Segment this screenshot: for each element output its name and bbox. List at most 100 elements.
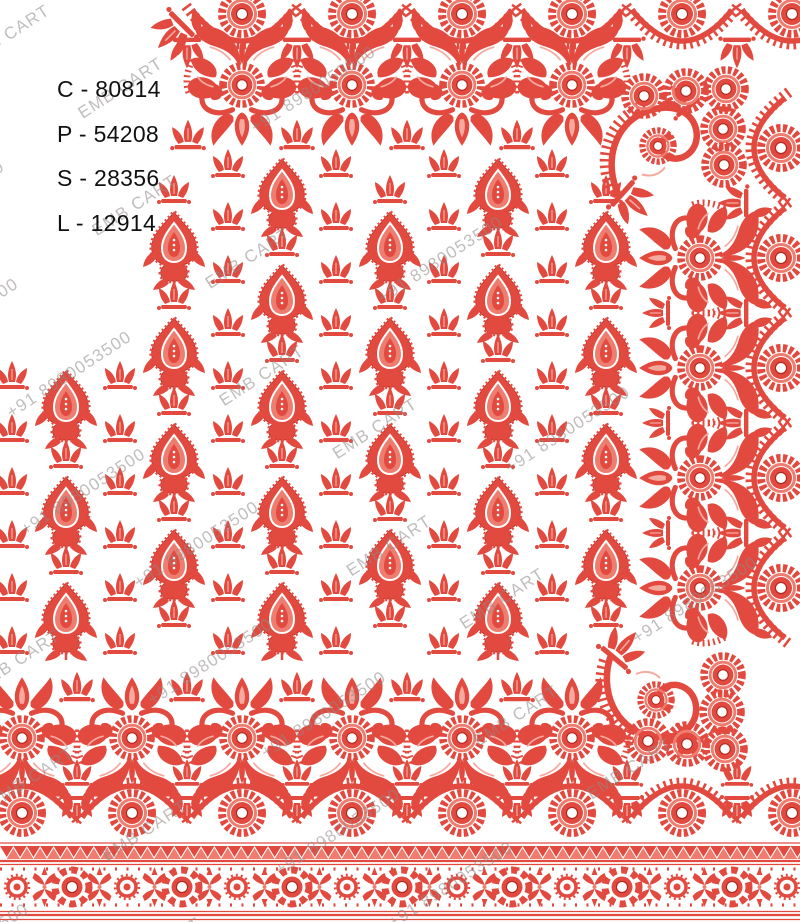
crown-motif bbox=[102, 625, 138, 656]
crown-motif bbox=[210, 625, 246, 656]
border-sprig bbox=[641, 405, 672, 441]
stitch-stat-line: S - 28356 bbox=[57, 165, 160, 191]
strip-ring-flower bbox=[553, 873, 581, 901]
paisley-motif bbox=[359, 212, 421, 290]
crown-motif bbox=[318, 519, 354, 550]
crown-motif bbox=[534, 360, 570, 391]
paisley-motif bbox=[467, 159, 529, 237]
damask-motif bbox=[77, 677, 187, 810]
paisley-motif bbox=[251, 583, 313, 661]
strip-ring-flower bbox=[773, 873, 800, 901]
rosette-motif bbox=[761, 568, 800, 608]
strip-leaf-ornament bbox=[472, 867, 497, 907]
rosette-motif bbox=[761, 128, 800, 168]
crown-motif bbox=[168, 671, 206, 703]
crown-motif bbox=[534, 625, 570, 656]
crown-motif bbox=[102, 572, 138, 603]
crown-motif bbox=[534, 201, 570, 232]
strip-flower bbox=[605, 870, 639, 904]
crown-motif bbox=[210, 254, 246, 285]
damask-motif bbox=[407, 13, 517, 146]
rosette-motif bbox=[442, 793, 482, 833]
crown-motif bbox=[318, 466, 354, 497]
rosette-motif bbox=[704, 656, 742, 694]
lace-arc bbox=[299, 783, 405, 819]
stitch-stat-line: P - 54208 bbox=[57, 121, 160, 147]
rosette-motif bbox=[761, 238, 800, 278]
rosette-motif bbox=[761, 348, 800, 388]
crown-motif bbox=[534, 519, 570, 550]
crown-motif bbox=[372, 174, 408, 205]
damask-motif bbox=[407, 677, 517, 810]
lace-arc bbox=[751, 425, 787, 531]
rosette-motif bbox=[2, 793, 42, 833]
crown-motif bbox=[102, 519, 138, 550]
damask-motif bbox=[187, 677, 297, 810]
crown-motif bbox=[498, 119, 536, 151]
lace-arc bbox=[751, 205, 787, 311]
lace-arc bbox=[751, 535, 787, 641]
crown-motif bbox=[426, 625, 462, 656]
crown-motif bbox=[102, 466, 138, 497]
lace-arc bbox=[739, 8, 800, 44]
strip-ring-flower bbox=[333, 873, 361, 901]
crown-motif bbox=[318, 307, 354, 338]
paisley-motif bbox=[359, 318, 421, 396]
crown-motif bbox=[388, 119, 426, 151]
crown-motif bbox=[534, 466, 570, 497]
crown-motif bbox=[426, 466, 462, 497]
strip-leaf-ornament bbox=[582, 867, 607, 907]
damask-motif bbox=[297, 677, 407, 810]
crown-motif bbox=[0, 413, 30, 444]
paisley-motif bbox=[575, 318, 637, 396]
paisley-motif bbox=[143, 530, 205, 608]
crown-motif bbox=[210, 307, 246, 338]
lace-arc bbox=[79, 783, 185, 819]
crown-motif bbox=[318, 148, 354, 179]
lace-arc bbox=[739, 783, 800, 819]
rosette-motif bbox=[707, 70, 745, 108]
paisley-motif bbox=[35, 477, 97, 555]
paisley-motif bbox=[251, 159, 313, 237]
rosette-motif bbox=[668, 725, 706, 763]
crown-motif bbox=[318, 572, 354, 603]
strip-zigzag bbox=[0, 846, 800, 857]
paisley-motif bbox=[575, 530, 637, 608]
rosette-motif bbox=[222, 0, 262, 34]
crown-motif bbox=[534, 148, 570, 179]
paisley-motif bbox=[35, 371, 97, 449]
paisley-motif bbox=[143, 318, 205, 396]
lace-arc bbox=[629, 783, 735, 819]
paisley-motif bbox=[251, 371, 313, 449]
strip-leaf-ornament bbox=[692, 867, 717, 907]
border-sprig bbox=[641, 515, 672, 551]
crown-motif bbox=[0, 572, 30, 603]
crown-motif bbox=[318, 413, 354, 444]
lace-arc bbox=[189, 783, 295, 819]
crown-motif bbox=[102, 413, 138, 444]
rosette-motif bbox=[662, 793, 702, 833]
crown-motif bbox=[426, 360, 462, 391]
damask-motif bbox=[187, 13, 297, 146]
paisley-motif bbox=[35, 583, 97, 661]
rosette-motif bbox=[332, 0, 372, 34]
crown-motif bbox=[426, 572, 462, 603]
crown-motif bbox=[426, 307, 462, 338]
paisley-motif bbox=[575, 424, 637, 502]
crown-motif bbox=[210, 148, 246, 179]
crown-motif bbox=[0, 360, 30, 391]
lace-pendant bbox=[717, 35, 757, 70]
lace-arc bbox=[751, 315, 787, 421]
crown-motif bbox=[210, 466, 246, 497]
crown-motif bbox=[58, 671, 96, 703]
crown-motif bbox=[426, 519, 462, 550]
rosette-motif bbox=[706, 730, 744, 768]
stitch-stat-line: C - 80814 bbox=[57, 76, 161, 102]
crown-motif bbox=[102, 360, 138, 391]
crown-motif bbox=[278, 671, 316, 703]
paisley-motif bbox=[143, 424, 205, 502]
crown-motif bbox=[318, 254, 354, 285]
paisley-motif bbox=[467, 371, 529, 449]
strip-flower bbox=[385, 870, 419, 904]
